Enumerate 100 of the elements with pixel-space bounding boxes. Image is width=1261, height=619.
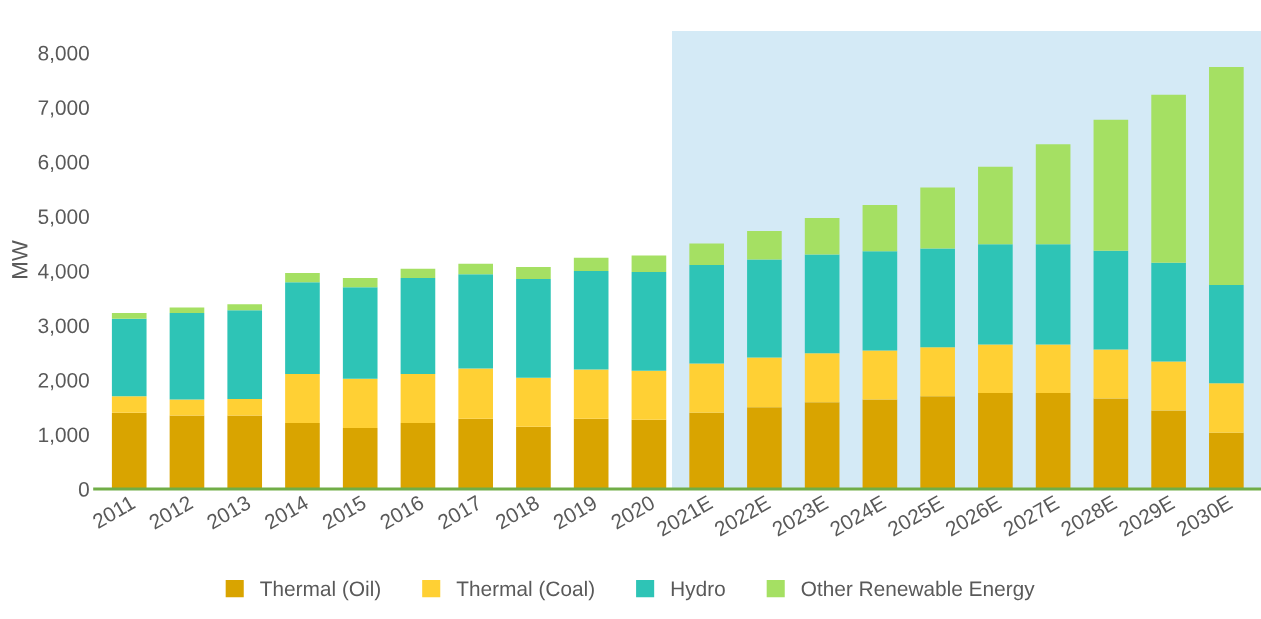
bar bbox=[1093, 349, 1129, 399]
x-tick-label: 2012 bbox=[148, 494, 194, 530]
bar bbox=[1093, 119, 1129, 251]
bar bbox=[1093, 398, 1129, 490]
y-tick-label: 7,000 bbox=[38, 100, 89, 118]
bar bbox=[862, 350, 898, 400]
bar bbox=[342, 287, 378, 379]
bar bbox=[400, 277, 436, 374]
bar bbox=[400, 373, 436, 424]
bar bbox=[458, 368, 494, 419]
bar bbox=[978, 393, 1013, 490]
bar bbox=[747, 259, 782, 358]
bar bbox=[804, 217, 840, 255]
bar bbox=[285, 273, 320, 283]
bar bbox=[1093, 250, 1129, 350]
bar bbox=[227, 310, 263, 400]
x-tick-label: 2013 bbox=[205, 494, 252, 530]
x-tick-label: 2011 bbox=[91, 494, 136, 529]
bar bbox=[573, 257, 609, 271]
y-tick-label: 6,000 bbox=[38, 154, 89, 173]
x-tick-label: 2015 bbox=[321, 494, 368, 530]
x-tick-label: 2017 bbox=[436, 494, 483, 530]
bar bbox=[978, 344, 1013, 394]
x-tick-label: 2018 bbox=[494, 494, 541, 530]
y-tick-label: 1,000 bbox=[39, 427, 89, 445]
y-tick-label: 2,000 bbox=[38, 372, 89, 391]
bar bbox=[111, 318, 147, 397]
y-axis-title: MW bbox=[12, 240, 28, 278]
bar bbox=[573, 418, 609, 490]
bar bbox=[342, 378, 378, 428]
bar bbox=[169, 415, 205, 490]
bar bbox=[920, 347, 955, 397]
bar bbox=[1151, 361, 1186, 411]
bar bbox=[1209, 66, 1244, 286]
bar bbox=[631, 271, 667, 371]
bar bbox=[747, 357, 782, 408]
bar bbox=[169, 307, 205, 313]
bar bbox=[631, 370, 667, 420]
bar bbox=[285, 373, 320, 424]
bar bbox=[342, 277, 378, 288]
x-tick-label: 2020 bbox=[609, 494, 656, 530]
bar bbox=[862, 204, 898, 252]
bar bbox=[400, 423, 436, 490]
bar bbox=[1151, 410, 1186, 490]
bar bbox=[804, 353, 840, 403]
bar bbox=[342, 427, 378, 490]
bar bbox=[1209, 383, 1244, 433]
bar bbox=[920, 248, 955, 348]
bar bbox=[862, 399, 898, 490]
bar bbox=[169, 399, 205, 416]
bar bbox=[1035, 244, 1071, 345]
bar bbox=[689, 264, 724, 364]
bar bbox=[1151, 94, 1186, 263]
y-tick-label: 8,000 bbox=[38, 45, 89, 63]
legend-label: Other Renewable Energy bbox=[801, 580, 1035, 601]
bar bbox=[862, 251, 898, 351]
x-tick-label: 2016 bbox=[378, 494, 425, 530]
x-tick-label: 2014 bbox=[263, 494, 310, 530]
bar bbox=[920, 187, 955, 249]
bar bbox=[227, 304, 263, 311]
bar bbox=[689, 363, 724, 413]
bar bbox=[169, 312, 205, 400]
bar bbox=[1209, 432, 1244, 490]
bar bbox=[689, 412, 724, 490]
bar bbox=[458, 274, 494, 369]
bar bbox=[111, 312, 147, 319]
bar bbox=[1035, 344, 1071, 394]
bar bbox=[1151, 262, 1186, 362]
bar bbox=[111, 396, 147, 413]
y-tick-label: 3,000 bbox=[38, 318, 89, 336]
bar bbox=[516, 267, 551, 280]
bar bbox=[1035, 144, 1071, 245]
y-tick-label: 5,000 bbox=[38, 209, 89, 227]
bar bbox=[804, 402, 840, 490]
bar bbox=[978, 244, 1013, 345]
y-tick-label: 4,000 bbox=[38, 263, 89, 282]
bar bbox=[285, 282, 320, 374]
bar bbox=[920, 396, 955, 490]
bar bbox=[573, 270, 609, 370]
bar bbox=[631, 419, 667, 490]
bar bbox=[111, 412, 147, 490]
bar bbox=[747, 407, 782, 490]
bar bbox=[516, 377, 551, 427]
bar bbox=[978, 166, 1013, 245]
bar bbox=[285, 423, 320, 490]
x-tick-label: 2019 bbox=[552, 494, 598, 530]
bar bbox=[400, 268, 436, 278]
bar bbox=[804, 254, 840, 354]
bar bbox=[1209, 285, 1244, 384]
bar bbox=[516, 426, 551, 490]
legend-label: Thermal (Coal) bbox=[456, 580, 594, 601]
y-tick-label: 0 bbox=[78, 482, 89, 497]
bar bbox=[689, 243, 724, 265]
bar bbox=[458, 418, 494, 490]
bar bbox=[747, 231, 782, 260]
legend-label: Hydro bbox=[671, 580, 725, 601]
bar bbox=[631, 255, 667, 272]
bar bbox=[1035, 393, 1071, 490]
bar bbox=[458, 263, 494, 275]
legend-label: Thermal (Oil) bbox=[260, 580, 380, 601]
